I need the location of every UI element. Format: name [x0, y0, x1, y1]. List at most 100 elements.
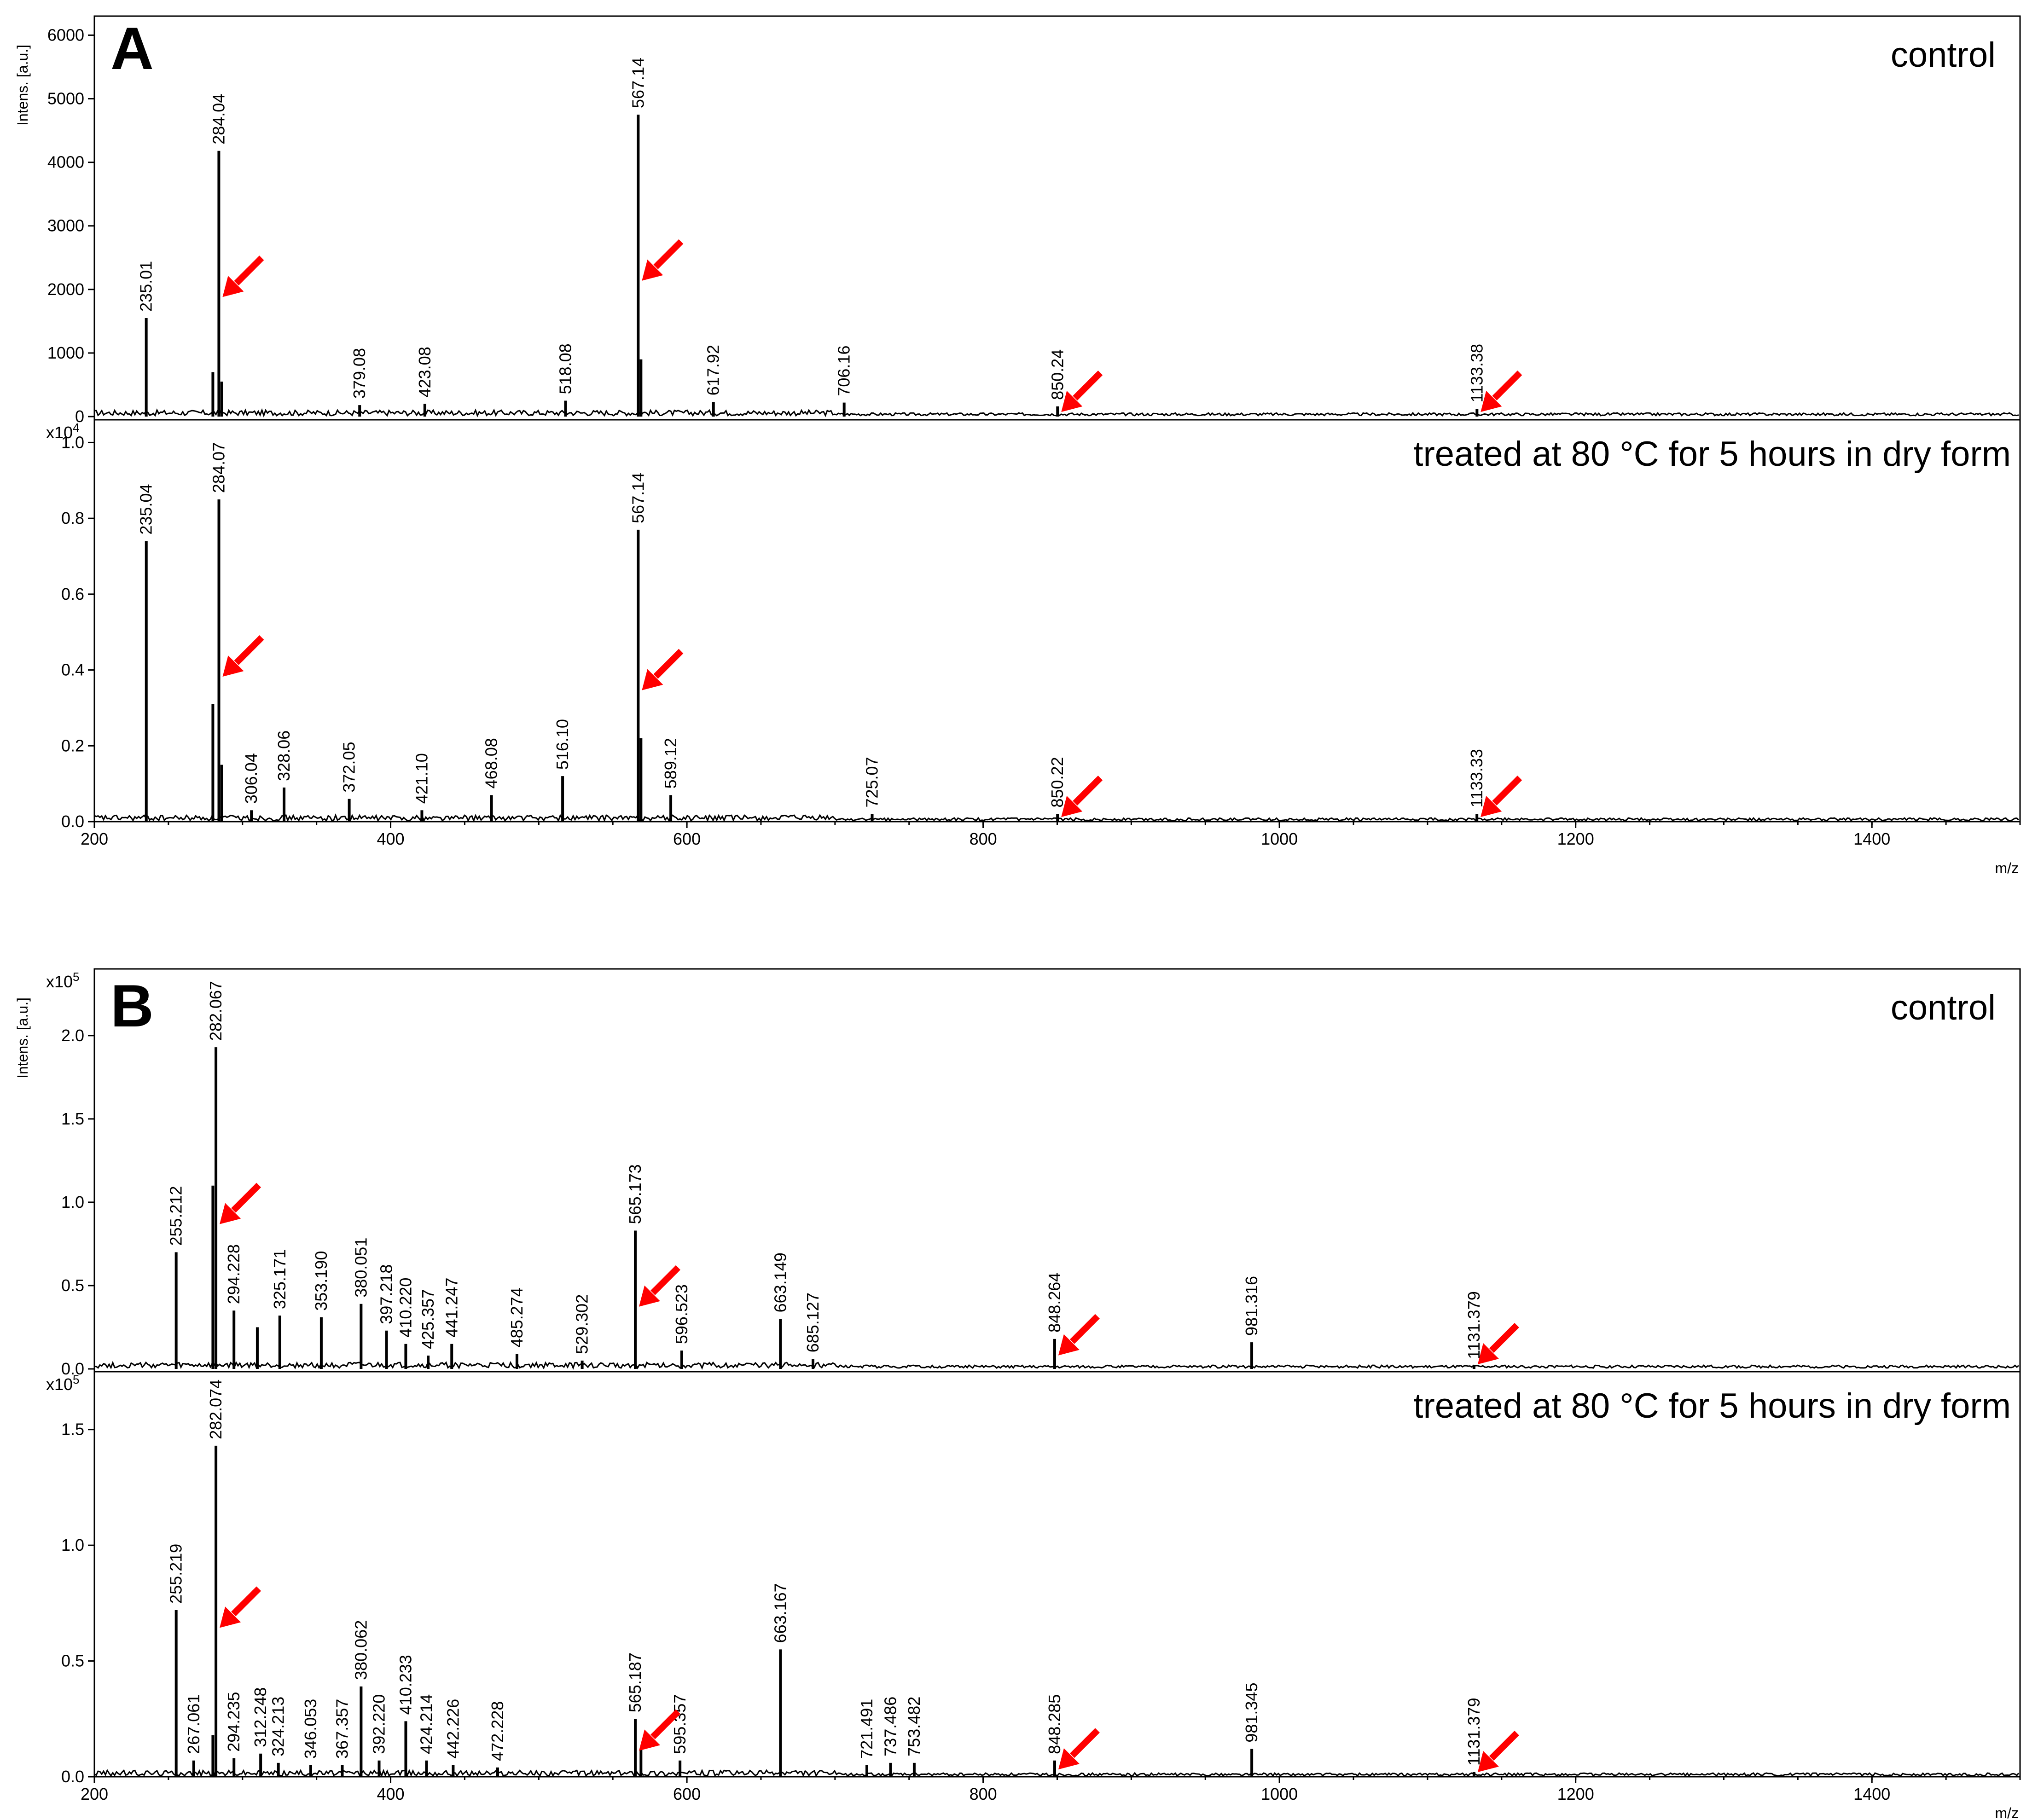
- y-multiplier: x105: [46, 970, 80, 991]
- peak-label: 294.228: [224, 1244, 243, 1304]
- peak-label: 850.22: [1048, 757, 1067, 807]
- y-tick-label: 0.6: [61, 585, 84, 603]
- y-tick-label: 0.2: [61, 736, 84, 755]
- y-tick-label: 2000: [47, 280, 84, 299]
- arrow-shaft: [653, 239, 684, 269]
- peak-label: 848.285: [1045, 1694, 1064, 1754]
- peak-label: 425.357: [418, 1289, 437, 1349]
- arrow-shaft: [1492, 371, 1522, 400]
- peak-label: 848.264: [1045, 1273, 1064, 1333]
- peak-label: 284.04: [209, 94, 228, 145]
- red-arrow: [1058, 1314, 1100, 1356]
- peak-label: 392.220: [370, 1694, 389, 1754]
- panel-letter: B: [110, 972, 154, 1039]
- peak-label: 663.167: [771, 1583, 790, 1643]
- peak-label: 410.233: [396, 1655, 415, 1715]
- peak-label: 589.12: [661, 738, 680, 788]
- peak-label: 529.302: [573, 1294, 592, 1354]
- y-multiplier: x104: [46, 421, 80, 442]
- arrow-head: [639, 1729, 661, 1751]
- baseline-trace: [93, 408, 2019, 418]
- peak-label: 721.491: [857, 1699, 876, 1759]
- peak-label: 397.218: [377, 1264, 396, 1324]
- condition-label: control: [1891, 35, 1996, 75]
- peak-label: 306.04: [242, 753, 261, 804]
- red-arrow: [642, 239, 684, 281]
- peak-label: 441.247: [442, 1278, 461, 1338]
- arrow-shaft: [234, 635, 264, 665]
- y-tick-label: 0.0: [61, 812, 84, 831]
- y-axis-title: Intens. [a.u.]: [14, 997, 31, 1078]
- peak-label: 565.187: [626, 1652, 644, 1712]
- arrow-shaft: [1073, 776, 1103, 806]
- y-tick-label: 5000: [47, 89, 84, 108]
- peak-label: 753.482: [905, 1697, 923, 1756]
- peak-label: 617.92: [704, 345, 723, 395]
- y-tick-label: 0.8: [61, 509, 84, 527]
- peak-label: 981.345: [1242, 1683, 1261, 1743]
- x-tick-label: 1400: [1853, 1785, 1890, 1803]
- peak-label: 424.214: [417, 1694, 435, 1754]
- red-arrow: [220, 1182, 261, 1224]
- panel-letter: A: [110, 15, 154, 82]
- peak-label: 379.08: [350, 348, 369, 399]
- peak-label: 567.14: [628, 58, 647, 108]
- baseline-trace: [93, 813, 2020, 823]
- peak-label: 346.053: [301, 1699, 320, 1759]
- arrow-shaft: [234, 255, 264, 286]
- peak-label: 325.171: [270, 1249, 289, 1309]
- y-multiplier: x105: [46, 1373, 80, 1394]
- y-tick-label: 0: [75, 407, 84, 426]
- peak-label: 324.213: [269, 1697, 288, 1756]
- x-tick-label: 1200: [1557, 829, 1594, 848]
- red-arrow: [220, 1586, 261, 1628]
- arrow-shaft: [1069, 1314, 1100, 1344]
- arrow-shaft: [231, 1182, 261, 1213]
- red-arrow: [1477, 1323, 1519, 1364]
- arrow-head: [1058, 1334, 1080, 1356]
- peak-label: 565.173: [626, 1164, 644, 1224]
- red-arrow: [1058, 1728, 1100, 1770]
- peak-label: 284.07: [209, 442, 228, 493]
- peak-label: 328.06: [274, 730, 293, 781]
- y-tick-label: 0.4: [61, 661, 84, 679]
- peak-label: 685.127: [803, 1293, 822, 1352]
- peak-label: 981.316: [1242, 1276, 1261, 1336]
- arrow-shaft: [650, 1709, 681, 1739]
- y-tick-label: 4000: [47, 153, 84, 172]
- x-tick-label: 1000: [1261, 1785, 1298, 1803]
- peak-label: 567.14: [628, 473, 647, 523]
- arrow-shaft: [650, 1265, 680, 1295]
- arrow-shaft: [1489, 1323, 1519, 1353]
- y-axis-title: Intens. [a.u.]: [14, 45, 31, 126]
- arrow-head: [222, 655, 244, 677]
- peak-label: 255.212: [167, 1186, 186, 1246]
- red-arrow: [1481, 371, 1522, 412]
- peak-label: 725.07: [863, 757, 882, 807]
- peak-label: 442.226: [443, 1699, 462, 1759]
- subplot-control: 0 1000 2000 3000 4000 5000 6000 Intens. [a.u.] c…: [14, 25, 2019, 426]
- subplot-control: 0.0 0.5 1.0 1.5 2.0 x105 Intens. [a.u.] control…: [14, 970, 2019, 1378]
- red-arrow: [642, 649, 684, 690]
- peak-label: 1131.379: [1464, 1291, 1483, 1359]
- x-tick-label: 800: [970, 1785, 997, 1803]
- y-tick-label: 1.0: [61, 433, 84, 452]
- peak-label: 1133.33: [1467, 749, 1486, 807]
- arrow-head: [1477, 1751, 1499, 1772]
- peak-label: 410.220: [396, 1278, 415, 1338]
- arrow-head: [1481, 391, 1502, 412]
- red-arrow: [1061, 776, 1103, 817]
- peak-label: 372.05: [340, 742, 359, 792]
- y-tick-label: 1.0: [61, 1193, 84, 1211]
- peak-label: 235.04: [137, 484, 156, 534]
- x-tick-label: 1200: [1557, 1785, 1594, 1803]
- arrow-head: [1061, 391, 1083, 412]
- subplot-treated: 0.0 0.5 1.0 1.5 x105 treated at 80 °C for 5 h…: [46, 1373, 2020, 1786]
- red-arrow: [222, 255, 264, 297]
- y-tick-label: 2.0: [61, 1026, 84, 1045]
- arrow-head: [220, 1203, 241, 1224]
- arrow-head: [639, 1285, 661, 1307]
- peak-label: 663.149: [771, 1252, 790, 1312]
